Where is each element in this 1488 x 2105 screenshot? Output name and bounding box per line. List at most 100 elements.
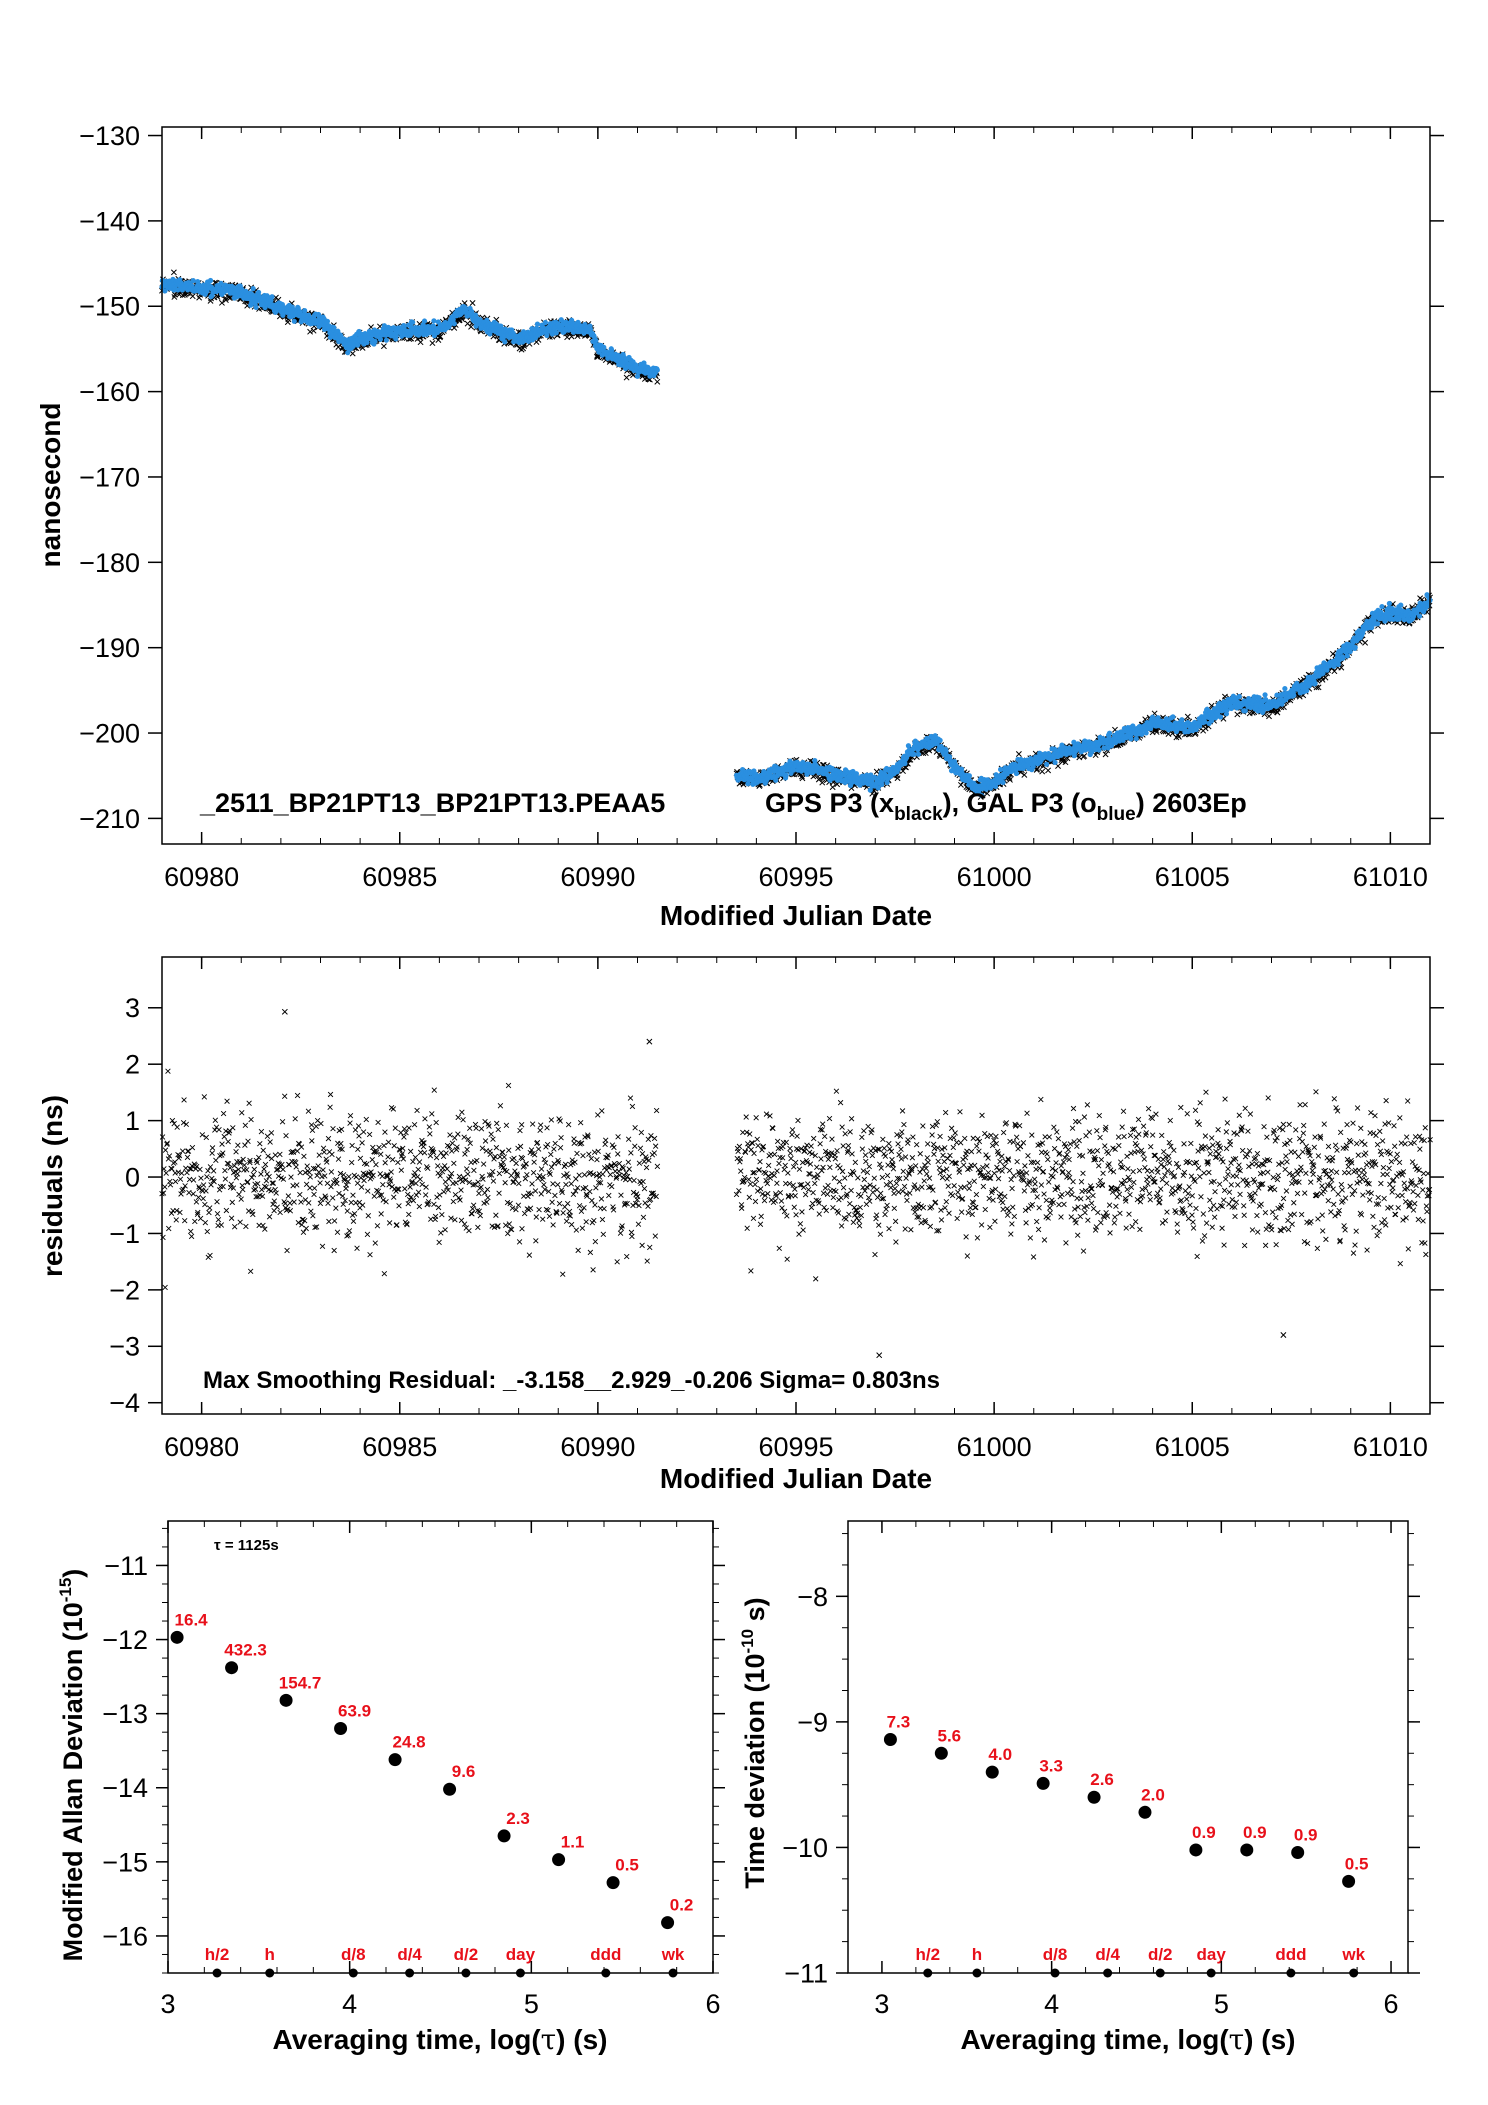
gal-point [544, 332, 550, 338]
gps-point [654, 378, 661, 385]
residual-point [192, 1218, 198, 1225]
y-tick-label: −140 [79, 206, 140, 236]
legend-suffix: ) 2603Ep [1136, 788, 1247, 818]
residual-point [185, 1148, 191, 1154]
residual-point [174, 1124, 180, 1130]
gal-point [1106, 730, 1113, 736]
residual-point [181, 1097, 187, 1103]
gps-point [189, 293, 196, 300]
y-tick-label: −150 [79, 292, 140, 322]
gps-point [1202, 725, 1209, 732]
gal-point [1224, 707, 1230, 713]
gps-point [1102, 751, 1109, 758]
gps-point [429, 340, 436, 347]
gal-point [1030, 764, 1036, 770]
gps-point [171, 291, 178, 298]
gal-point [1170, 714, 1176, 720]
legend-gps-subscript: black [894, 804, 943, 825]
gps-point [1234, 711, 1241, 718]
gps-point [1362, 639, 1369, 646]
gal-point [1133, 736, 1139, 742]
gps-point [435, 337, 442, 343]
legend-gps-prefix: GPS P3 (x [765, 788, 894, 818]
gal-point [207, 277, 214, 284]
gal-point [1236, 693, 1242, 700]
gal-point [410, 319, 416, 325]
gal-point [1344, 653, 1350, 659]
x-tick-label: 60985 [362, 862, 437, 892]
gal-point [1139, 731, 1145, 737]
timeseries-panel: 60980 60985 60990 60995 61000 61005 61010−130−… [35, 121, 1444, 931]
gps-point [218, 299, 225, 306]
residual-point [166, 1225, 172, 1232]
gal-point [1143, 730, 1149, 736]
timeseries-legend: GPS P3 (xblack), GAL P3 (oblue) 2603Ep [765, 788, 1247, 825]
gal-point [553, 330, 559, 336]
residual-point [162, 1184, 168, 1190]
gal-point [1217, 714, 1224, 720]
residual-point [188, 1233, 195, 1240]
residual-point [165, 1068, 171, 1074]
y-tick-label: −210 [79, 804, 140, 834]
gal-point [269, 294, 275, 300]
gps-point [1039, 768, 1046, 775]
residual-point [187, 1228, 194, 1235]
gal-point [383, 337, 389, 343]
gal-point [431, 318, 437, 324]
residual-point [173, 1217, 179, 1223]
gps-point [170, 269, 177, 276]
gps-point [1322, 674, 1329, 681]
gal-point [937, 737, 943, 743]
x-tick-label: 61005 [1155, 862, 1230, 892]
gal-point [1335, 661, 1341, 668]
gal-point [601, 344, 607, 350]
residual-point [167, 1182, 174, 1188]
residual-point [178, 1170, 185, 1176]
gal-point [783, 772, 789, 778]
residual-point [186, 1189, 192, 1196]
gal-point [372, 338, 378, 344]
timeseries-xlabel: Modified Julian Date [660, 900, 932, 931]
gal-point [1291, 692, 1297, 698]
gal-point [1128, 736, 1134, 742]
residual-point [181, 1217, 188, 1224]
gps-point [171, 294, 178, 300]
gal-point [534, 321, 541, 327]
residual-point [175, 1169, 182, 1175]
residual-point [179, 1148, 186, 1154]
legend-gal-prefix: ), GAL P3 (o [943, 788, 1097, 818]
gal-point [1000, 779, 1006, 786]
gal-point [1052, 759, 1058, 765]
gal-point [1374, 621, 1381, 627]
gal-point [542, 319, 548, 326]
gal-point [162, 288, 168, 294]
residual-point [172, 1178, 179, 1185]
residual-point [193, 1199, 200, 1205]
gal-point [943, 748, 949, 755]
gps-point [623, 374, 630, 381]
gal-point [1312, 680, 1318, 687]
gps-point [380, 343, 387, 350]
residuals-panel: 60980 60985 60990 60995 61000 61005 610103210−… [37, 956, 1444, 1494]
gal-point [253, 304, 259, 310]
timeseries-frame [161, 126, 1431, 845]
gal-point [421, 318, 428, 324]
gps-point [468, 323, 475, 330]
gps-point [349, 350, 356, 357]
gal-point [1282, 686, 1288, 692]
residual-point [190, 1191, 196, 1197]
gal-point [502, 339, 508, 345]
y-tick-label: −130 [79, 121, 140, 151]
x-tick-label: 61010 [1353, 862, 1428, 892]
gal-point [1044, 761, 1050, 767]
gps-point [1021, 771, 1028, 778]
gal-point [915, 751, 921, 757]
residual-point [190, 1177, 197, 1183]
gal-point [1304, 688, 1310, 694]
residual-point [162, 1147, 169, 1153]
gal-point [1262, 692, 1268, 698]
timeseries-ylabel: nanosecond [35, 403, 66, 568]
gal-point [1352, 644, 1358, 651]
gal-point [911, 751, 917, 757]
